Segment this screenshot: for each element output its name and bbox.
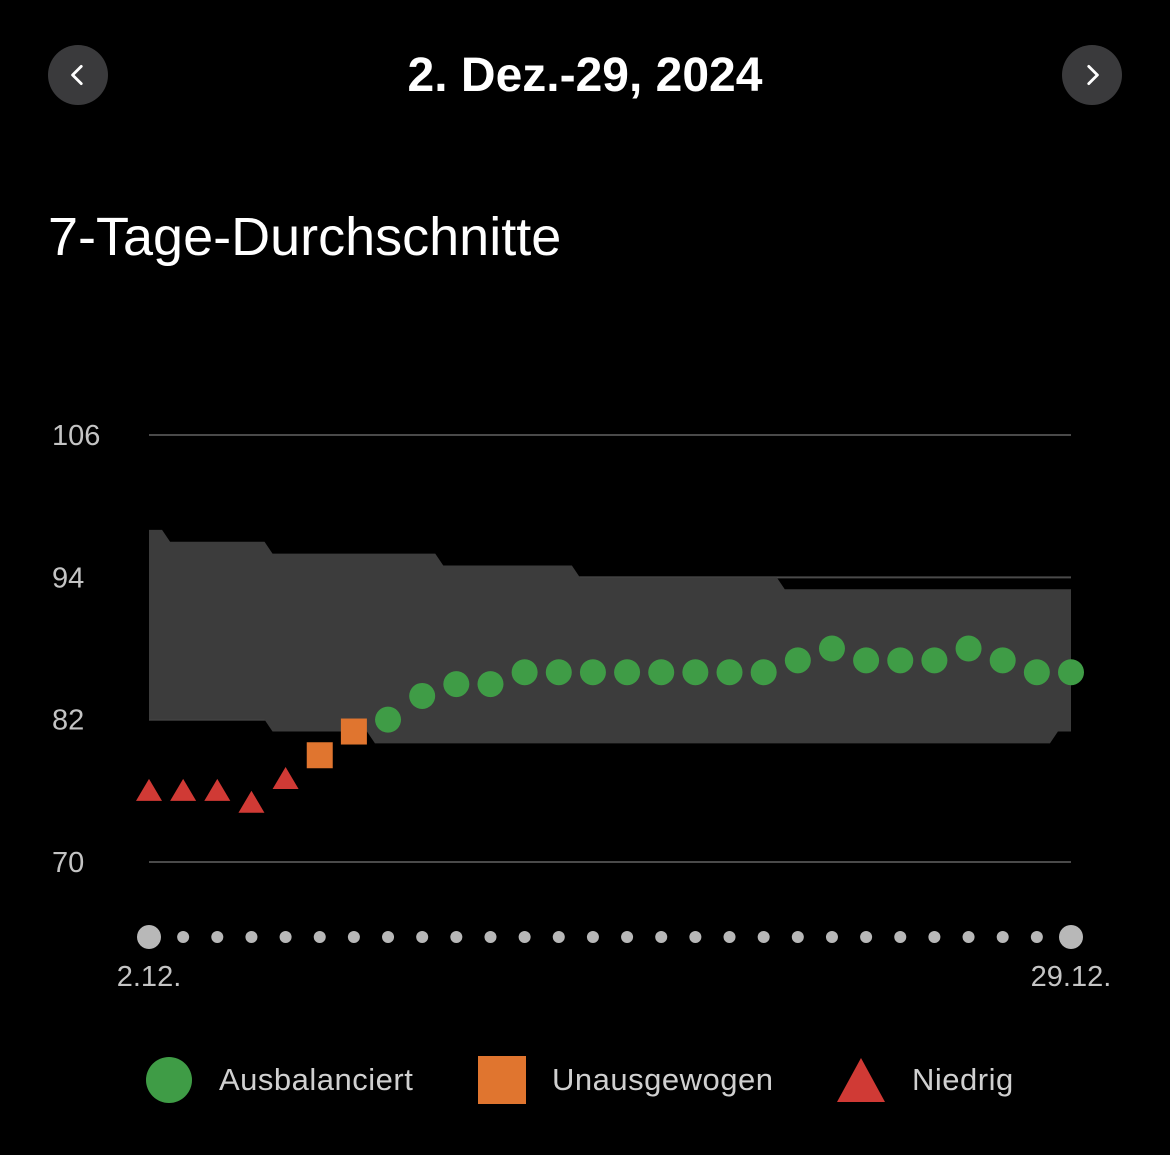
data-point-balanced	[409, 682, 436, 709]
x-axis-day-dot	[962, 931, 975, 943]
y-tick-label: 106	[52, 420, 100, 452]
data-point-balanced	[443, 671, 470, 698]
x-axis-day-dot	[484, 931, 497, 943]
data-point-balanced	[477, 671, 504, 698]
legend-item-low: Niedrig	[836, 1052, 1014, 1108]
x-axis-day-dot	[313, 931, 326, 943]
x-axis-day-dot	[723, 931, 736, 943]
x-axis-day-dot	[279, 931, 292, 943]
x-axis-day-dot	[791, 931, 804, 943]
data-point-balanced	[784, 647, 811, 674]
data-point-balanced	[511, 659, 538, 686]
x-axis-day-dot	[621, 931, 634, 943]
hrv-chart: 106 94 82 70 2.12. 29.12.	[52, 420, 1112, 993]
chevron-left-icon	[71, 64, 83, 86]
legend-item-unbalanced: Unausgewogen	[478, 1052, 773, 1108]
x-axis-day-dot	[450, 931, 463, 943]
green-circle-icon	[146, 1057, 192, 1103]
data-point-low	[170, 778, 197, 801]
chevron-right-icon	[1087, 64, 1099, 86]
red-triangle-icon	[837, 1058, 885, 1102]
x-axis-day-dot	[860, 931, 873, 943]
data-point-balanced	[1058, 659, 1084, 686]
x-end-label: 29.12.	[1031, 961, 1112, 993]
x-axis-day-dot	[211, 931, 224, 943]
x-axis-day-dot	[1030, 931, 1043, 943]
x-axis-day-dot	[928, 931, 941, 943]
data-point-low	[272, 766, 299, 789]
x-axis-end-dot	[137, 925, 161, 949]
data-point-balanced	[545, 659, 572, 686]
legend-label: Unausgewogen	[552, 1062, 774, 1097]
data-point-unbalanced	[306, 742, 333, 769]
chart-legend: Ausbalanciert Unausgewogen Niedrig	[0, 1052, 1170, 1108]
x-axis-end-dot	[1059, 925, 1083, 949]
data-point-balanced	[716, 659, 743, 686]
data-point-balanced	[1023, 659, 1050, 686]
next-period-button[interactable]	[1062, 45, 1122, 105]
x-axis-day-dot	[382, 931, 395, 943]
data-point-balanced	[579, 659, 606, 686]
x-axis-day-dot	[757, 931, 770, 943]
previous-period-button[interactable]	[48, 45, 108, 105]
legend-label: Ausbalanciert	[219, 1062, 414, 1097]
data-point-low	[204, 778, 231, 801]
x-axis-day-dot	[347, 931, 360, 943]
data-point-unbalanced	[340, 718, 367, 745]
data-point-balanced	[921, 647, 948, 674]
legend-item-balanced: Ausbalanciert	[145, 1052, 413, 1108]
data-point-balanced	[375, 706, 402, 733]
data-point-balanced	[682, 659, 709, 686]
x-axis-day-dot	[689, 931, 702, 943]
data-point-balanced	[614, 659, 641, 686]
x-axis-day-dot	[552, 931, 565, 943]
x-axis-day-dot	[996, 931, 1009, 943]
section-title: 7-Tage-Durchschnitte	[48, 207, 562, 267]
y-tick-label: 94	[52, 562, 84, 594]
x-start-label: 2.12.	[117, 961, 182, 993]
data-point-balanced	[648, 659, 675, 686]
x-axis-day-dot	[245, 931, 258, 943]
x-axis-day-dot	[416, 931, 429, 943]
x-axis-day-dot	[177, 931, 190, 943]
x-axis-day-dot	[825, 931, 838, 943]
data-point-low	[136, 778, 162, 801]
data-point-low	[238, 790, 265, 813]
y-tick-label: 70	[52, 847, 84, 879]
orange-square-icon	[478, 1056, 526, 1104]
y-tick-label: 82	[52, 705, 84, 737]
data-point-balanced	[818, 635, 845, 662]
data-point-balanced	[750, 659, 777, 686]
x-axis-day-dot	[518, 931, 531, 943]
data-point-balanced	[853, 647, 880, 674]
data-point-balanced	[989, 647, 1016, 674]
legend-label: Niedrig	[912, 1062, 1014, 1097]
normal-range-band	[149, 529, 1071, 744]
data-point-balanced	[955, 635, 982, 662]
data-point-balanced	[887, 647, 914, 674]
x-axis-day-dot	[894, 931, 907, 943]
date-range-title: 2. Dez.-29, 2024	[407, 49, 763, 102]
x-axis-day-dot	[586, 931, 599, 943]
x-axis-day-dot	[655, 931, 668, 943]
